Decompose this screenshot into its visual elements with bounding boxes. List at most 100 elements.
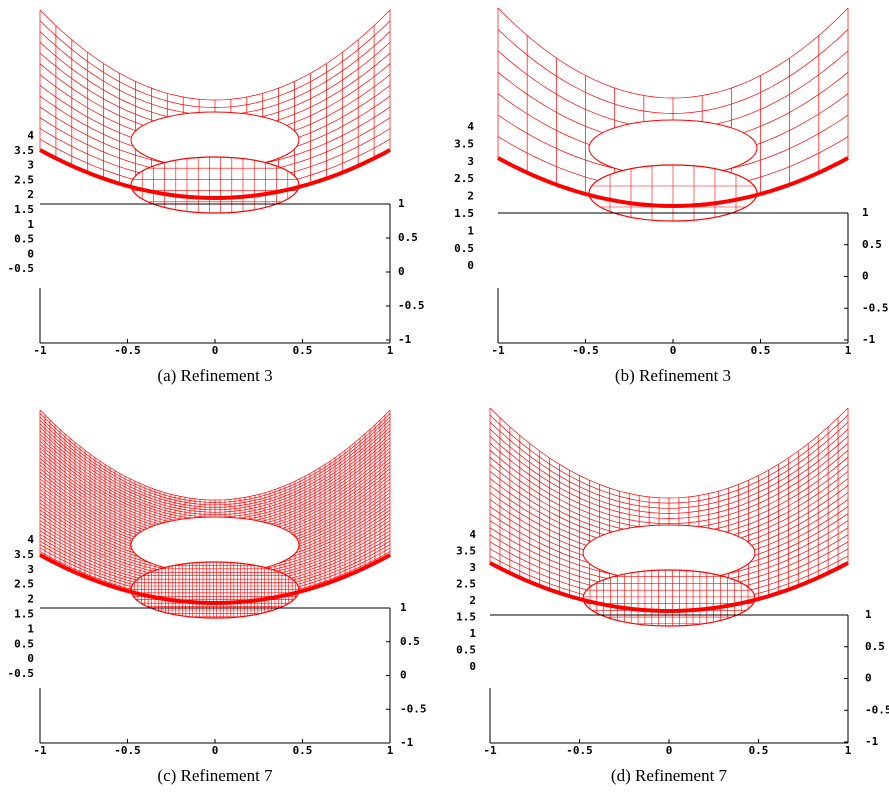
- x-tick-label: 1: [845, 744, 852, 757]
- z-tick-label: 3: [27, 563, 34, 576]
- z-tick-label: 3.5: [456, 545, 476, 558]
- disc: [130, 561, 300, 619]
- z-tick-label: 2: [469, 594, 476, 607]
- axes: [39, 607, 391, 744]
- x-tick-label: -0.5: [572, 344, 599, 357]
- z-tick-label: 0: [467, 259, 474, 272]
- z-tick-label: 0: [27, 652, 34, 665]
- z-tick-label: 1: [27, 218, 34, 231]
- z-tick-label: 2: [27, 593, 34, 606]
- y-tick-label: 0.5: [398, 231, 418, 244]
- z-tick-label: 1: [467, 224, 474, 237]
- z-tick-label: 3: [469, 561, 476, 574]
- mesh-line: [39, 430, 391, 516]
- x-tick-label: 0.5: [293, 344, 313, 357]
- mesh-line: [39, 423, 391, 511]
- z-tick-label: 1: [469, 627, 476, 640]
- disc: [582, 569, 756, 627]
- z-tick-label: 4: [467, 120, 474, 133]
- y-tick-label: 0: [862, 270, 869, 283]
- z-tick-label: 1.5: [456, 611, 476, 624]
- caption: (b) Refinement 3: [615, 366, 731, 385]
- mesh-line: [39, 20, 391, 108]
- x-tick-label: -1: [483, 744, 497, 757]
- y-tick-label: 0.5: [400, 635, 420, 648]
- panel: 4 3.5 3 2.5 2 1.5 1 0.5 0 1 0.5 0 -0.5 -1 -1 -0.5 0 0.5 1 (…: [454, 7, 889, 385]
- x-tick-label: -0.5: [114, 744, 141, 757]
- z-tick-label: 0.5: [14, 637, 34, 650]
- x-tick-label: -1: [33, 344, 47, 357]
- z-tick-label: 3.5: [454, 137, 474, 150]
- axes: [489, 614, 849, 744]
- mesh-line: [39, 420, 391, 508]
- x-tick-label: 1: [387, 744, 394, 757]
- z-tick-label: 3.5: [14, 548, 34, 561]
- y-tick-label: -1: [398, 333, 412, 346]
- panel: 43.532.521.510.50-0.510.50-0.5-1-1 -0.5 0 0…: [8, 409, 427, 785]
- x-tick-label: -0.5: [114, 344, 141, 357]
- z-tick-label: 2.5: [14, 578, 34, 591]
- y-tick-label: 0.5: [862, 238, 882, 251]
- y-tick-label: -0.5: [865, 703, 889, 716]
- panel: 4 3.5 3 2.5 2 1.5 1 0.5 0 1 0.5 0 -0.5 -1 -1 -0.5 0 0.5 1 (…: [456, 407, 889, 785]
- z-tick-label: 0.5: [456, 644, 476, 657]
- mesh-line: [489, 414, 849, 504]
- y-tick-label: 1: [398, 197, 405, 210]
- z-tick-label: 0.5: [454, 242, 474, 255]
- x-tick-label: -1: [33, 744, 47, 757]
- z-tick-label: 3.5: [14, 144, 34, 157]
- x-tick-label: 0.5: [749, 744, 769, 757]
- z-tick-label: 0.5: [14, 233, 34, 246]
- y-tick-label: 0: [398, 265, 405, 278]
- z-tick-label: 1.5: [14, 608, 34, 621]
- x-tick-label: -0.5: [566, 744, 593, 757]
- z-tick-label: -0.5: [8, 262, 35, 275]
- z-tick-label: 2: [27, 188, 34, 201]
- x-tick-label: 0.5: [293, 744, 313, 757]
- x-tick-label: 1: [845, 344, 852, 357]
- mesh-line: [489, 421, 849, 509]
- x-tick-label: 0: [666, 744, 673, 757]
- y-tick-label: 0.5: [865, 640, 885, 653]
- z-tick-label: 2: [467, 190, 474, 203]
- x-tick-label: 0.5: [751, 344, 771, 357]
- mesh-line: [497, 7, 849, 99]
- mesh-line: [497, 29, 849, 114]
- disc: [130, 156, 300, 214]
- rim: [489, 561, 849, 614]
- x-tick-label: 0: [212, 344, 219, 357]
- mesh-line: [39, 9, 391, 101]
- rim: [39, 553, 391, 606]
- mesh-line: [489, 442, 849, 525]
- z-tick-label: 0: [27, 247, 34, 260]
- z-tick-label: -0.5: [8, 667, 35, 680]
- y-tick-label: 0: [400, 669, 407, 682]
- z-tick-label: 3: [27, 159, 34, 172]
- mesh-line: [489, 428, 849, 514]
- x-tick-label: -1: [491, 344, 505, 357]
- caption: (a) Refinement 3: [157, 366, 272, 385]
- y-tick-label: -1: [865, 735, 879, 748]
- y-tick-label: 1: [865, 608, 872, 621]
- y-tick-label: 1: [400, 601, 407, 614]
- panel: 43.532.521.510.50-0.510.50-0.5-1-1 -0.5 0 0…: [8, 9, 425, 385]
- z-tick-label: 1.5: [454, 207, 474, 220]
- rim: [497, 156, 849, 209]
- z-tick-label: 1: [27, 622, 34, 635]
- caption: (d) Refinement 7: [611, 766, 728, 785]
- axes: [39, 203, 391, 344]
- y-tick-label: -1: [400, 736, 414, 749]
- z-tick-label: 3: [467, 155, 474, 168]
- caption: (c) Refinement 7: [157, 766, 273, 785]
- y-tick-label: -0.5: [398, 299, 425, 312]
- y-tick-label: 1: [862, 206, 869, 219]
- z-tick-label: 1.5: [14, 203, 34, 216]
- z-tick-label: 4: [27, 129, 34, 142]
- z-tick-label: 2.5: [454, 172, 474, 185]
- rim: [39, 148, 391, 201]
- mesh-line: [489, 435, 849, 519]
- z-tick-label: 2.5: [456, 578, 476, 591]
- y-tick-label: -1: [862, 333, 876, 346]
- mesh-line: [39, 409, 391, 501]
